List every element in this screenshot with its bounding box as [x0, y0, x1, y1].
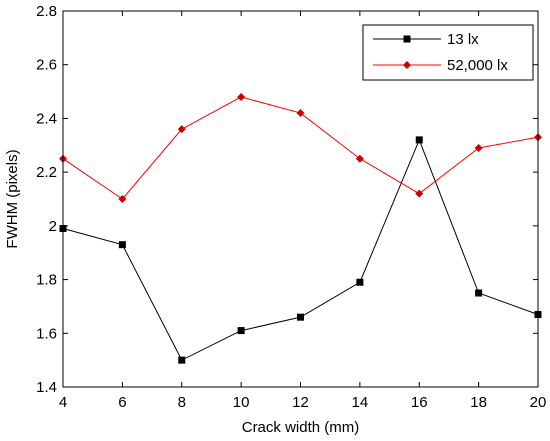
legend-entries: 13 lx 52,000 lx — [373, 31, 508, 74]
legend-label: 13 lx — [447, 31, 479, 48]
legend-label: 52,000 lx — [447, 57, 508, 74]
x-tick-label: 18 — [470, 394, 487, 411]
series-layer — [59, 92, 542, 364]
x-tick-label: 14 — [352, 394, 369, 411]
y-tick-label: 2.2 — [36, 164, 57, 181]
data-point — [415, 189, 424, 198]
y-tick-label: 2 — [49, 218, 57, 235]
data-point — [177, 125, 186, 134]
data-point — [118, 241, 126, 249]
data-point — [415, 136, 423, 144]
ticks-layer: 4 6 8 10 12 14 16 18 20 1.4 1.6 1.8 2 2.2 2.4 2.6 2.8 — [36, 3, 546, 411]
legend-marker — [403, 61, 411, 69]
series-1 — [59, 136, 542, 364]
y-tick-label: 1.8 — [36, 272, 57, 289]
y-tick-label: 2.8 — [36, 3, 57, 20]
y-axis-label: FWHM (pixels) — [4, 149, 21, 248]
series-2 — [59, 92, 542, 203]
data-point — [355, 154, 364, 163]
x-tick-label: 20 — [530, 394, 547, 411]
data-point — [237, 327, 245, 335]
y-tick-label: 2.6 — [36, 57, 57, 74]
legend-box — [362, 24, 534, 81]
y-tick-label: 1.6 — [36, 325, 57, 342]
series-line — [62, 138, 539, 361]
legend-entry: 52,000 lx — [373, 57, 508, 74]
data-point — [475, 289, 483, 297]
legend-marker — [403, 35, 411, 43]
data-point — [296, 109, 305, 118]
data-point — [356, 278, 364, 286]
x-axis-label: Crack width (mm) — [242, 419, 360, 436]
data-point — [178, 356, 186, 364]
x-tick-label: 12 — [292, 394, 309, 411]
x-tick-label: 6 — [118, 394, 126, 411]
data-point — [237, 92, 246, 101]
legend: 13 lx 52,000 lx — [362, 24, 534, 81]
data-point — [297, 313, 304, 321]
data-point — [474, 143, 483, 152]
y-tick-label: 2.4 — [36, 110, 57, 127]
plot-frame — [62, 10, 539, 388]
x-tick-label: 8 — [178, 394, 186, 411]
x-tick-label: 16 — [411, 394, 428, 411]
data-point — [118, 195, 127, 203]
legend-entry: 13 lx — [373, 31, 479, 48]
x-tick-label: 10 — [233, 394, 250, 411]
x-tick-label: 4 — [59, 394, 67, 411]
y-tick-label: 1.4 — [36, 379, 57, 396]
